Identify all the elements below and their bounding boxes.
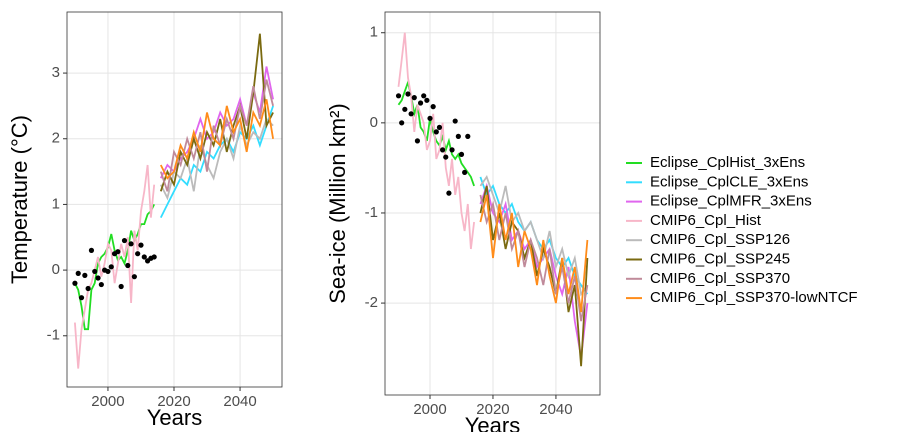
series-line xyxy=(479,194,589,313)
series-line xyxy=(397,32,475,250)
x-axis-title: Years xyxy=(147,405,202,430)
observation-point xyxy=(128,241,134,247)
y-tick-label: -1 xyxy=(47,327,60,344)
observation-point xyxy=(141,254,147,260)
observation-point xyxy=(118,283,124,290)
plot-border xyxy=(66,11,283,388)
observation-point xyxy=(443,154,449,160)
observation-point xyxy=(125,262,131,269)
observation-point xyxy=(440,147,446,153)
legend-label: Eclipse_CplCLE_3xEns xyxy=(650,173,808,190)
x-tick-label: 2000 xyxy=(413,401,446,418)
series-line xyxy=(159,99,274,180)
observation-point xyxy=(433,129,439,135)
observation-point xyxy=(78,295,85,301)
series-line xyxy=(159,33,274,192)
observation-point xyxy=(424,97,430,103)
observation-point xyxy=(436,124,443,130)
observation-point xyxy=(417,100,424,106)
observation-point xyxy=(427,115,433,121)
observation-point xyxy=(402,106,408,112)
x-tick-label: 2020 xyxy=(476,401,509,418)
y-tick-label: 3 xyxy=(52,64,60,81)
observation-point xyxy=(105,268,111,275)
observation-point xyxy=(85,285,91,292)
y-tick-label: 0 xyxy=(370,114,378,131)
observation-point xyxy=(421,93,427,99)
plot-layer xyxy=(72,33,274,369)
legend-label: CMIP6_Cpl_SSP245 xyxy=(650,250,790,267)
y-axis-title: Temperature (°C) xyxy=(7,115,32,284)
y-tick-label: 2 xyxy=(52,130,60,147)
observation-point xyxy=(462,169,468,176)
x-tick-label: 2000 xyxy=(91,393,124,410)
observation-point xyxy=(395,93,402,99)
y-tick-label: 1 xyxy=(370,24,378,41)
x-axis-title: Years xyxy=(465,413,520,432)
observation-point xyxy=(108,264,114,270)
y-tick-label: -1 xyxy=(365,204,378,221)
observation-point xyxy=(92,268,98,275)
observation-point xyxy=(408,111,414,117)
observation-point xyxy=(115,249,121,255)
observation-point xyxy=(88,247,95,253)
series-line xyxy=(479,194,589,322)
legend-label: Eclipse_CplMFR_3xEns xyxy=(650,193,812,210)
observation-point xyxy=(455,133,461,139)
series-line xyxy=(159,105,274,219)
x-tick-label: 2020 xyxy=(157,393,190,410)
observation-point xyxy=(452,118,458,124)
series-line xyxy=(74,203,156,331)
legend-label: CMIP6_Cpl_Hist xyxy=(650,212,762,229)
plot-layer xyxy=(395,32,589,367)
observation-point xyxy=(72,280,78,286)
observation-point xyxy=(458,151,465,157)
y-tick-label: -2 xyxy=(365,294,378,311)
x-tick-label: 2040 xyxy=(223,393,256,410)
y-tick-label: 1 xyxy=(52,195,60,212)
legend-label: CMIP6_Cpl_SSP126 xyxy=(650,231,790,248)
y-axis-title: Sea-ice (Million km²) xyxy=(325,103,350,303)
series-line xyxy=(159,79,274,192)
observation-point xyxy=(414,138,421,144)
series-line xyxy=(159,117,274,201)
observation-point xyxy=(135,251,141,257)
observation-point xyxy=(151,254,157,260)
observation-point xyxy=(131,274,137,280)
observation-point xyxy=(446,190,452,196)
legend-label: Eclipse_CplHist_3xEns xyxy=(650,154,805,171)
y-tick-label: 0 xyxy=(52,261,60,278)
legend-label: CMIP6_Cpl_SSP370-lowNTCF xyxy=(650,289,858,306)
observation-point xyxy=(449,147,455,153)
observation-point xyxy=(82,272,88,278)
observation-point xyxy=(430,104,436,110)
observation-point xyxy=(121,237,128,244)
observation-point xyxy=(399,120,405,126)
observation-point xyxy=(95,275,101,281)
observation-point xyxy=(465,133,471,139)
observation-point xyxy=(98,281,104,288)
observation-point xyxy=(411,95,417,101)
observation-point xyxy=(138,242,144,248)
legend-label: CMIP6_Cpl_SSP370 xyxy=(650,270,790,287)
x-tick-label: 2040 xyxy=(539,401,572,418)
observation-point xyxy=(75,270,81,276)
plot-border xyxy=(384,11,601,396)
observation-point xyxy=(405,91,411,97)
